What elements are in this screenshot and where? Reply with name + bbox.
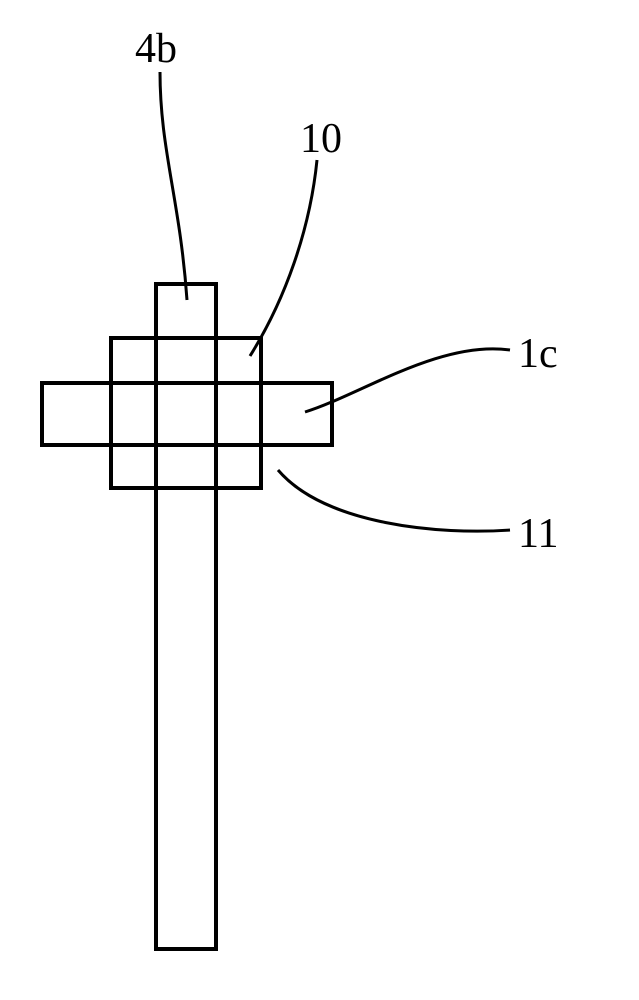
horizontal-bar xyxy=(42,383,332,445)
label-1c: 1c xyxy=(518,330,558,378)
leader-c_10 xyxy=(250,160,317,356)
label-11: 11 xyxy=(518,510,558,558)
leader-c_4b xyxy=(160,72,187,300)
label-4b: 4b xyxy=(135,25,177,73)
label-10: 10 xyxy=(300,115,342,163)
mid-block xyxy=(111,338,261,488)
leader-c_1c xyxy=(305,349,510,412)
leader-c_11 xyxy=(278,470,510,531)
